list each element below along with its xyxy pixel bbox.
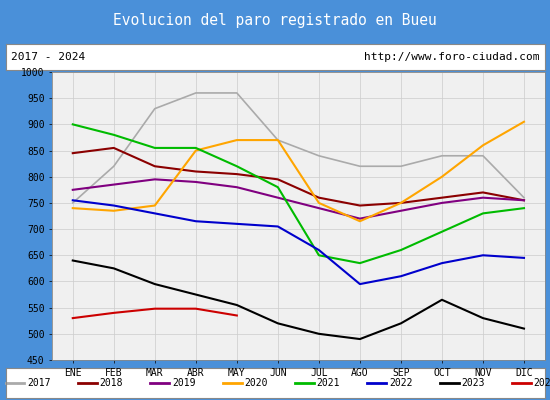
Text: 2024: 2024 xyxy=(534,378,550,388)
Text: 2021: 2021 xyxy=(317,378,340,388)
Text: 2022: 2022 xyxy=(389,378,412,388)
Text: 2017 - 2024: 2017 - 2024 xyxy=(11,52,85,62)
Text: 2017: 2017 xyxy=(27,378,51,388)
Text: 2020: 2020 xyxy=(244,378,268,388)
Text: Evolucion del paro registrado en Bueu: Evolucion del paro registrado en Bueu xyxy=(113,14,437,28)
Text: http://www.foro-ciudad.com: http://www.foro-ciudad.com xyxy=(364,52,539,62)
Text: 2023: 2023 xyxy=(461,378,485,388)
Text: 2019: 2019 xyxy=(172,378,195,388)
Text: 2018: 2018 xyxy=(100,378,123,388)
